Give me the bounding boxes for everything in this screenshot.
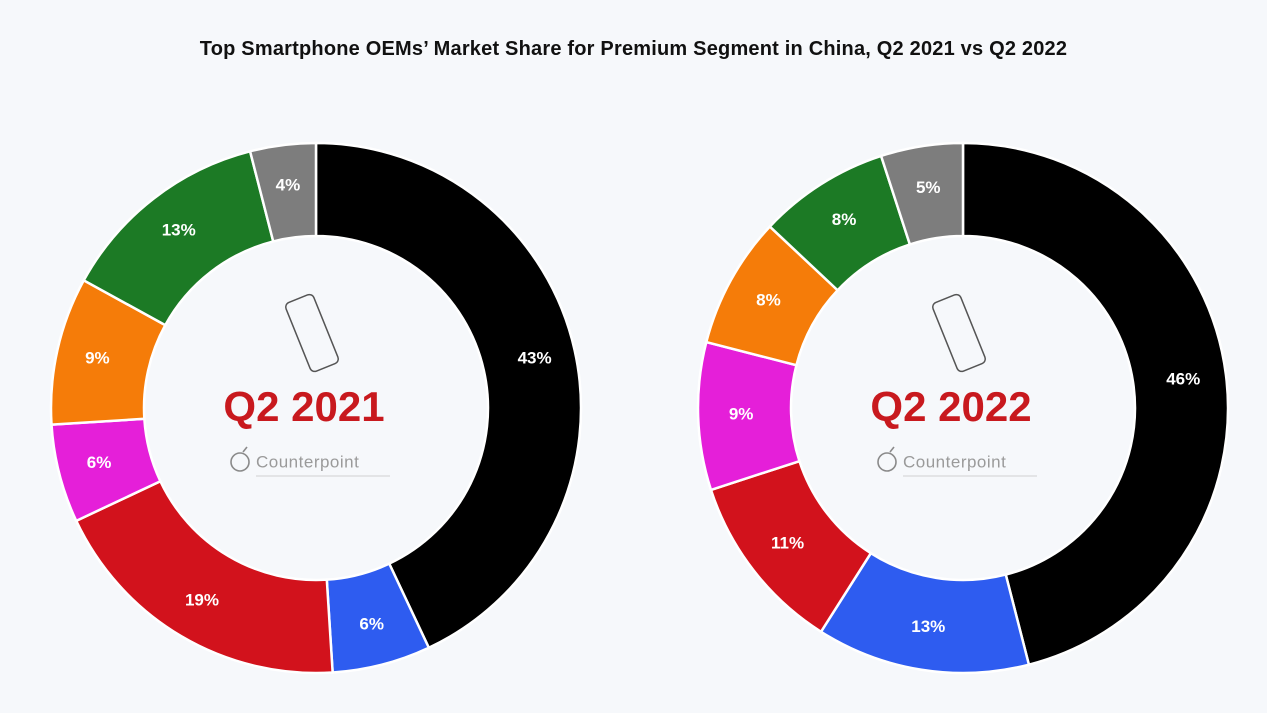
slice-data-label: 43% <box>518 349 552 368</box>
donut-slice <box>74 479 334 675</box>
counterpoint-logo-icon <box>877 446 897 472</box>
phone-icon <box>931 293 987 373</box>
phone-icon <box>284 293 340 373</box>
donut-slice <box>879 141 965 246</box>
slice-data-label: 6% <box>359 614 384 633</box>
slice-data-label: 6% <box>87 453 112 472</box>
slice-data-label: 5% <box>916 178 941 197</box>
donut-slice <box>314 141 583 650</box>
counterpoint-logo-icon <box>230 446 250 472</box>
donut-slice <box>961 141 1230 667</box>
slice-data-label: 46% <box>1166 370 1200 389</box>
donut-slice <box>248 141 318 243</box>
slice-data-label: 19% <box>185 590 219 609</box>
period-label: Q2 2021 <box>223 383 384 430</box>
slice-data-label: 13% <box>911 617 945 636</box>
slice-data-label: 8% <box>832 210 857 229</box>
slice-data-label: 9% <box>85 349 110 368</box>
donut-chart-q2-2022: 46% 13% 11% 9% 8% 8% 5% Q2 2022 Counterpoint <box>696 141 1230 675</box>
period-label: Q2 2022 <box>870 383 1031 430</box>
brand-label: Counterpoint <box>903 452 1006 471</box>
slice-data-label: 13% <box>162 220 196 239</box>
donut-chart-q2-2021: 43% 6% 19% 6% 9% 13% 4% Q2 2021 Counterpoint <box>49 141 583 675</box>
chart-title: Top Smartphone OEMs’ Market Share for Pr… <box>199 38 1068 60</box>
slice-data-label: 8% <box>756 291 781 310</box>
slice-data-label: 9% <box>729 404 754 423</box>
slice-data-label: 11% <box>771 534 804 553</box>
brand-label: Counterpoint <box>256 452 359 471</box>
slice-data-label: 4% <box>276 175 301 194</box>
